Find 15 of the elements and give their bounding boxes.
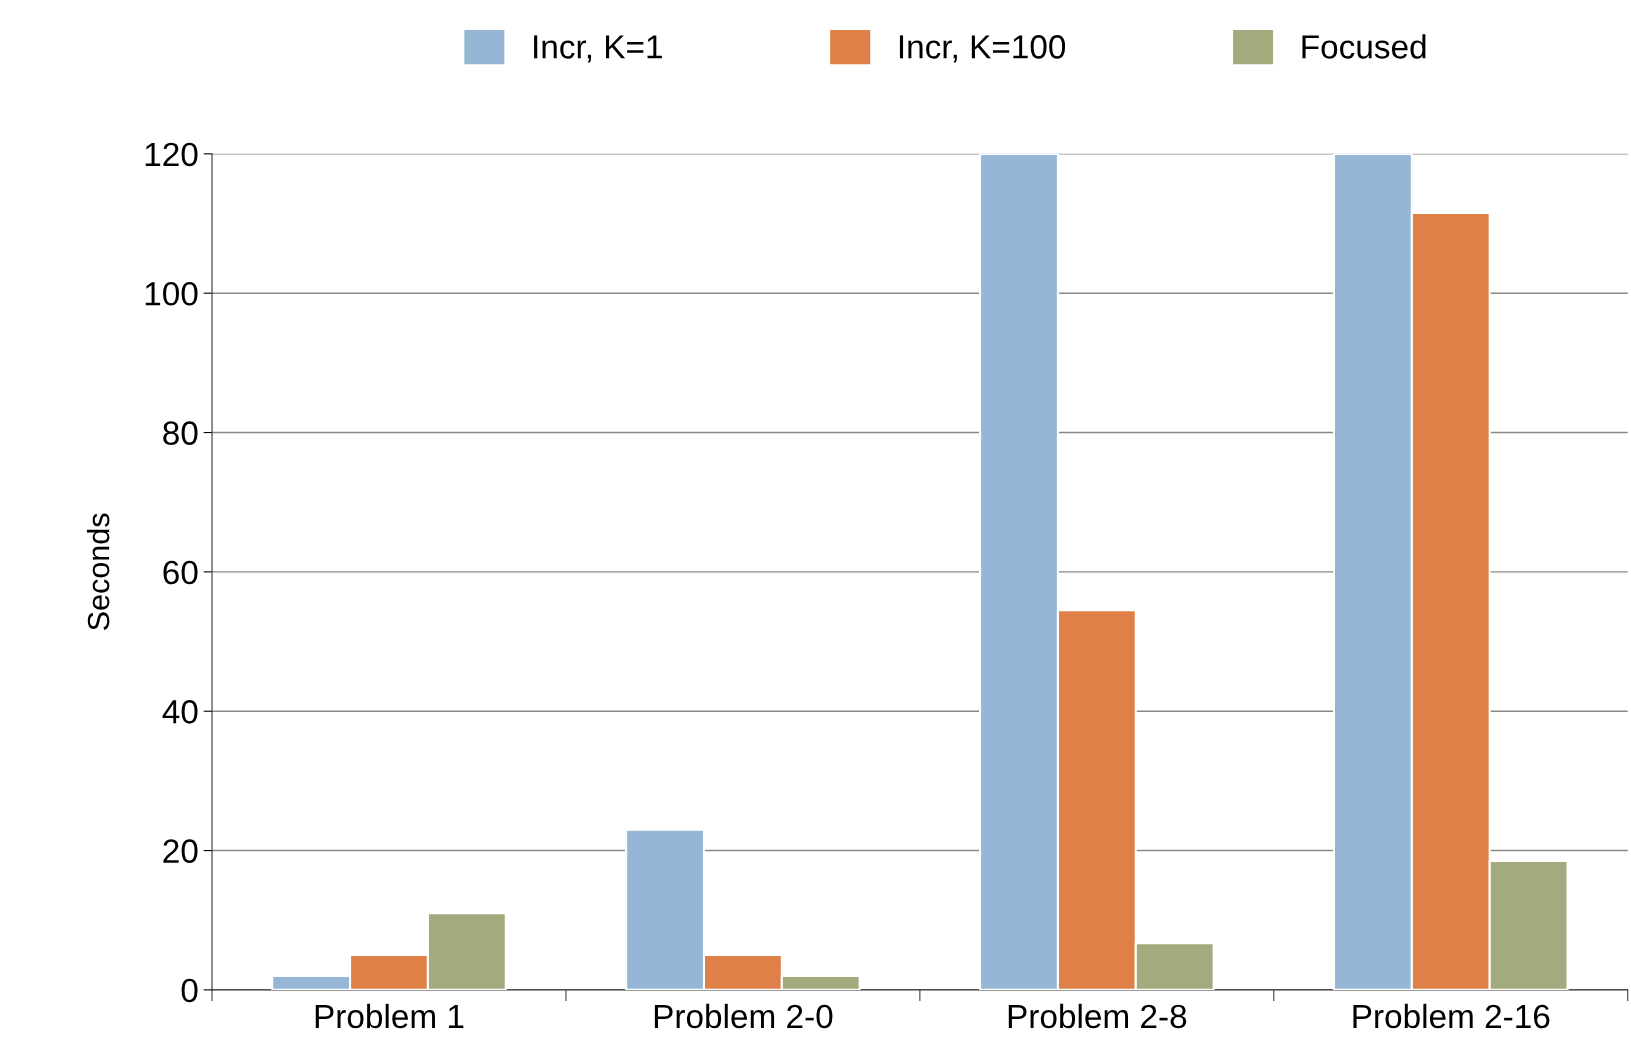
y-tick-label: 80 — [163, 421, 198, 445]
y-tick-label: 60 — [163, 560, 198, 585]
y-axis-title: Seconds — [86, 513, 110, 630]
y-tick-label: 20 — [163, 839, 198, 863]
legend-label: Focused — [1302, 34, 1426, 59]
x-tick-label: Problem 2-0 — [654, 1003, 833, 1029]
y-tick-label: 0 — [181, 978, 198, 1003]
legend-label: Incr, K=1 — [534, 35, 662, 63]
x-tick-label: Problem 1 — [315, 1003, 464, 1029]
y-tick-label: 100 — [145, 281, 198, 306]
y-tick-label: 40 — [162, 700, 198, 724]
y-tick-label: 120 — [145, 142, 198, 167]
legend-label: Incr, K=100 — [899, 35, 1066, 63]
x-tick-label: Problem 2-16 — [1353, 1003, 1550, 1029]
x-tick-label: Problem 2-8 — [1008, 1003, 1187, 1029]
